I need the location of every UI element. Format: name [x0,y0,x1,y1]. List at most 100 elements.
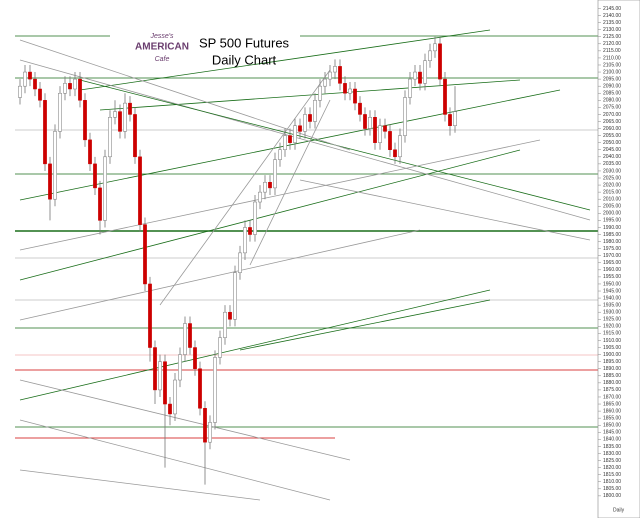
y-tick-label: 1900.00 [603,352,621,358]
y-tick-label: 2060.00 [603,126,621,132]
candle-body [98,187,102,221]
logo-text: Cafe [155,56,170,63]
candle-body [138,156,142,225]
candle-body [368,117,372,129]
trendlines [15,29,598,501]
candle-body [413,71,417,80]
candle-body [198,368,202,409]
candle-body [173,379,177,415]
candle-body [153,347,157,391]
y-tick-label: 2090.00 [603,84,621,90]
y-tick-label: 2110.00 [603,55,621,61]
candle-body [148,283,152,348]
y-tick-label: 2140.00 [603,13,621,19]
candle-body [18,85,22,98]
candle-body [428,50,432,61]
candle-body [113,111,117,118]
candle-body [288,135,292,143]
candle-body [48,163,52,200]
candle-body [363,114,367,129]
y-tick-label: 2035.00 [603,161,621,167]
candle-body [278,149,282,160]
candle-body [188,323,192,348]
y-tick-label: 2000.00 [603,211,621,217]
candle-body [353,88,357,104]
trend-line [19,149,521,281]
candle-body [358,102,362,115]
candle-body [253,201,257,235]
y-tick-label: 1840.00 [603,437,621,443]
candle-body [68,83,72,90]
y-tick-label: 1810.00 [603,479,621,485]
y-tick-label: 2015.00 [603,189,621,195]
y-tick-label: 1940.00 [603,295,621,301]
candle-body [403,97,407,136]
y-tick-label: 1870.00 [603,394,621,400]
y-tick-label: 2065.00 [603,119,621,125]
candle-body [243,227,247,254]
candle-body [38,88,42,101]
candle-body [408,78,412,98]
candle-body [373,117,377,143]
candle-body [443,78,447,115]
candle-body [453,111,457,126]
candle-body [388,131,392,151]
y-tick-label: 1895.00 [603,359,621,365]
candle-body [143,224,147,285]
candle-body [318,85,322,101]
candle-body [63,83,67,94]
y-tick-label: 2120.00 [603,41,621,47]
y-tick-label: 1935.00 [603,302,621,308]
candle-body [78,78,82,101]
y-tick-label: 1855.00 [603,415,621,421]
y-tick-label: 1890.00 [603,366,621,372]
y-tick-label: 2005.00 [603,204,621,210]
trend-line [19,379,351,461]
y-tick-label: 1915.00 [603,331,621,337]
candle-body [338,66,342,84]
y-tick-label: 2075.00 [603,105,621,111]
y-tick-label: 1815.00 [603,472,621,478]
y-tick-label: 1845.00 [603,430,621,436]
candle-body [233,272,237,320]
y-tick-label: 1955.00 [603,274,621,280]
candle-body [273,159,277,189]
y-tick-label: 2010.00 [603,197,621,203]
candle-body [398,135,402,158]
y-tick-label: 2135.00 [603,20,621,26]
candle-body [323,78,327,87]
y-tick-label: 1950.00 [603,281,621,287]
y-tick-label: 1985.00 [603,232,621,238]
y-tick-label: 1880.00 [603,380,621,386]
y-tick-label: 1885.00 [603,373,621,379]
y-tick-label: 1965.00 [603,260,621,266]
trend-line [19,59,591,221]
candle-body [228,311,232,320]
candle-body [383,125,387,132]
candle-body [73,78,77,90]
y-tick-label: 1830.00 [603,451,621,457]
y-tick-label: 2050.00 [603,140,621,146]
y-tick-label: 1920.00 [603,324,621,330]
candle-body [393,149,397,158]
trend-line [79,29,491,91]
y-tick-label: 2030.00 [603,168,621,174]
y-tick-label: 2045.00 [603,147,621,153]
candle-body [438,43,442,80]
candle-body [238,252,242,273]
candle-body [218,337,222,358]
candle-body [418,71,422,84]
logo-text: Jesse's [149,33,174,40]
candle-body [163,361,167,405]
candle-body [133,114,137,158]
candle-body [193,347,197,369]
trend-line [249,99,331,266]
candle-body [183,323,187,355]
y-tick-label: 1835.00 [603,444,621,450]
y-tick-label: 1800.00 [603,493,621,499]
y-tick-label: 2085.00 [603,91,621,97]
y-tick-label: 2020.00 [603,182,621,188]
chart-subtitle: Daily Chart [212,52,277,67]
y-tick-label: 1905.00 [603,345,621,351]
